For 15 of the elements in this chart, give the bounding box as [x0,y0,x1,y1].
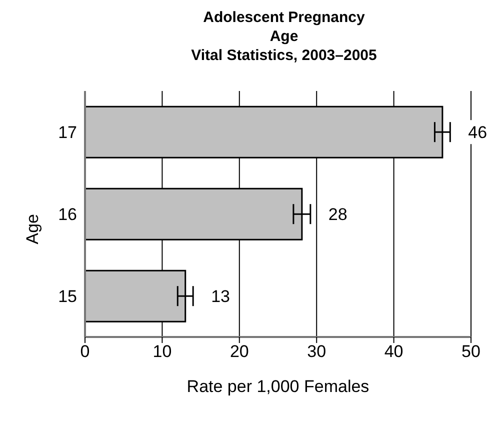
chart-title: Adolescent Pregnancy Age Vital Statistics, 2003–2005 [190,8,378,65]
x-tick-label: 20 [230,342,249,362]
x-axis-title: Rate per 1,000 Females [186,377,370,396]
y-tick-label: 15 [58,287,77,306]
x-tick-label: 0 [80,342,90,362]
data-label: 46 [468,123,488,142]
x-tick-label: 40 [384,342,404,362]
y-tick-label: 16 [58,205,77,224]
x-tick-label: 10 [152,342,172,362]
data-label: 13 [211,287,230,306]
data-label: 28 [328,205,348,224]
x-tick-label: 30 [307,342,326,362]
y-tick-label: 17 [58,123,77,142]
y-axis-title: Age [23,214,42,244]
x-tick-label: 50 [462,342,480,362]
